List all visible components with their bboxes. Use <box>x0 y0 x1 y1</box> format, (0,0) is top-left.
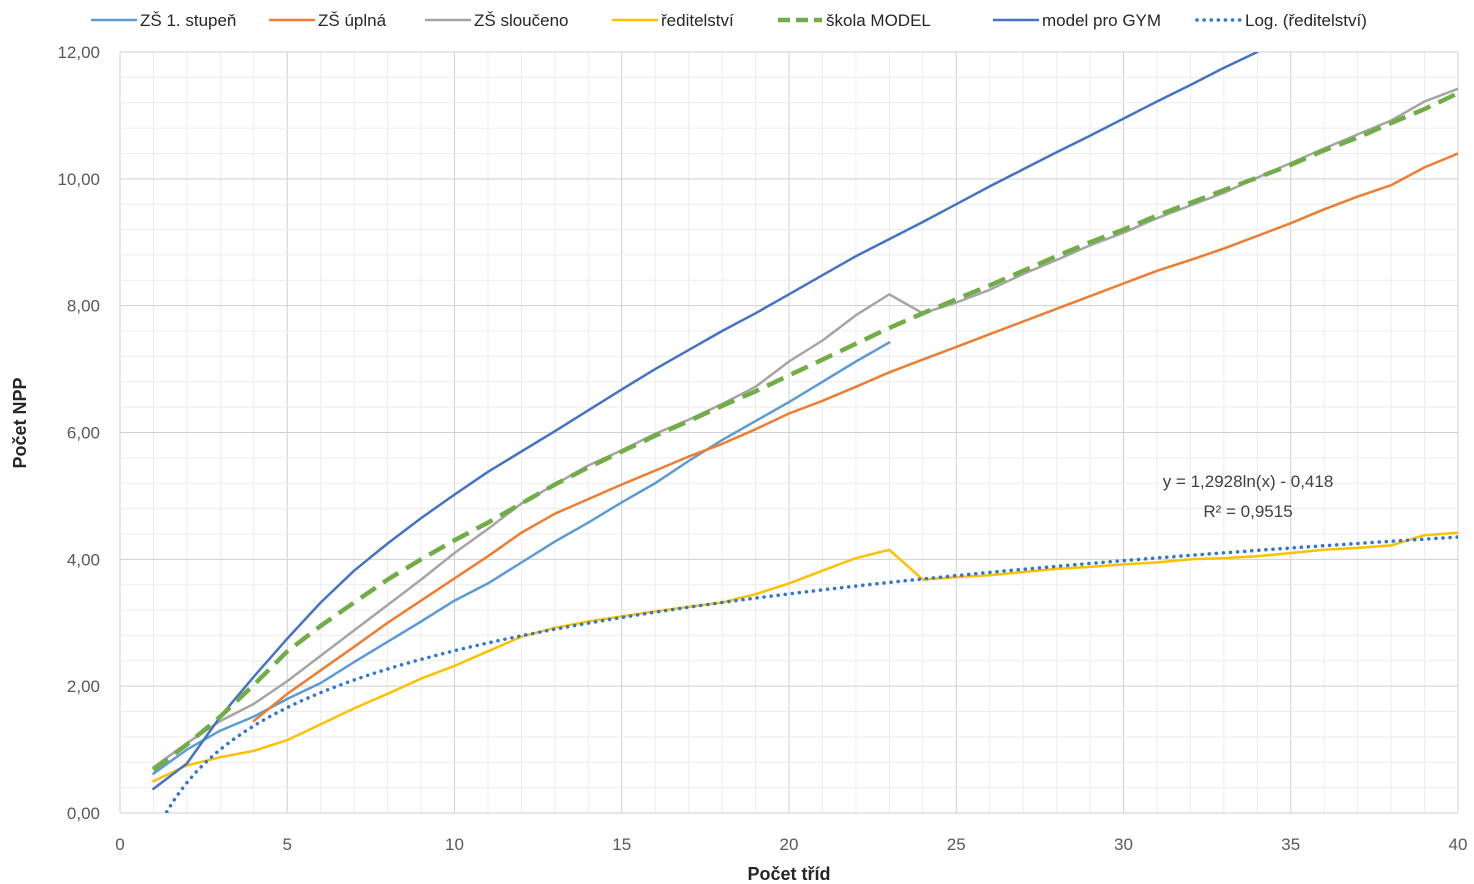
gridlines <box>119 51 1459 814</box>
series-lines <box>152 52 1458 813</box>
legend-label: škola MODEL <box>826 11 931 30</box>
legend-label: Log. (ředitelství) <box>1245 11 1367 30</box>
y-axis-ticks: 0,00 2,00 4,00 6,00 8,00 10,00 12,00 <box>57 43 100 823</box>
y-tick-label: 10,00 <box>57 170 100 189</box>
y-tick-label: 2,00 <box>67 677 100 696</box>
series-line-0 <box>152 341 891 775</box>
x-tick-label: 0 <box>115 835 124 854</box>
series-line-4 <box>152 91 1458 772</box>
y-axis-title: Počet NPP <box>10 377 30 468</box>
trendline-r2: R² = 0,9515 <box>1203 502 1292 521</box>
y-tick-label: 4,00 <box>67 550 100 569</box>
legend-label: ZŠ úplná <box>318 11 387 30</box>
x-axis-ticks: 0 5 10 15 20 25 30 35 40 <box>115 835 1467 854</box>
y-tick-label: 0,00 <box>67 804 100 823</box>
legend-label: ředitelství <box>661 11 734 30</box>
x-tick-label: 15 <box>612 835 631 854</box>
trendline-equation: y = 1,2928ln(x) - 0,418 <box>1163 472 1334 491</box>
series-line-5 <box>152 52 1259 791</box>
legend-label: ZŠ 1. stupeň <box>140 11 236 30</box>
x-tick-label: 35 <box>1281 835 1300 854</box>
y-tick-label: 12,00 <box>57 43 100 62</box>
y-tick-label: 8,00 <box>67 297 100 316</box>
series-line-1 <box>252 152 1458 723</box>
x-axis-title: Počet tříd <box>747 864 830 884</box>
y-tick-label: 6,00 <box>67 424 100 443</box>
legend-label: model pro GYM <box>1042 11 1161 30</box>
x-tick-label: 25 <box>947 835 966 854</box>
x-tick-label: 30 <box>1114 835 1133 854</box>
x-tick-label: 20 <box>780 835 799 854</box>
series-line-3 <box>152 531 1458 783</box>
series-line-6 <box>165 535 1458 813</box>
x-tick-label: 40 <box>1449 835 1468 854</box>
legend: ZŠ 1. stupeň ZŠ úplná ZŠ sloučeno ředitelst… <box>90 11 1367 30</box>
x-tick-label: 5 <box>283 835 292 854</box>
legend-label: ZŠ sloučeno <box>474 11 569 30</box>
x-tick-label: 10 <box>445 835 464 854</box>
